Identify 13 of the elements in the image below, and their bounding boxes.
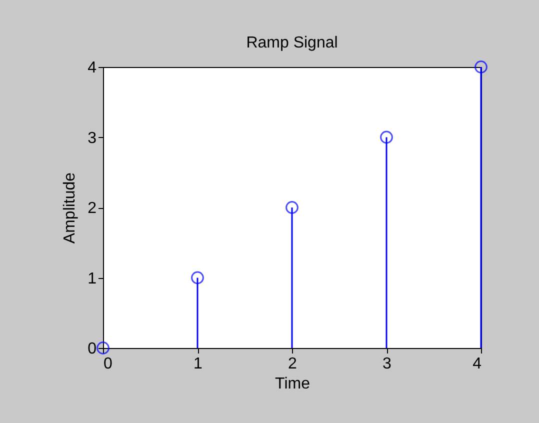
x-tick-label: 4 <box>472 356 482 372</box>
y-tick-label: 3 <box>88 130 97 147</box>
y-tick-label: 2 <box>88 200 97 217</box>
y-axis-title: Amplitude <box>62 172 79 244</box>
x-axis-title: Time <box>275 376 310 392</box>
y-tick-label: 1 <box>88 270 97 288</box>
x-tick-label: 1 <box>194 356 203 372</box>
x-tick-label: 2 <box>288 356 298 372</box>
y-tick-label: 4 <box>88 60 97 76</box>
y-tick-label: 0 <box>88 340 97 358</box>
x-tick-label: 3 <box>382 356 392 372</box>
x-tick-label: 0 <box>104 356 112 372</box>
chart-title: Ramp Signal <box>246 34 338 52</box>
